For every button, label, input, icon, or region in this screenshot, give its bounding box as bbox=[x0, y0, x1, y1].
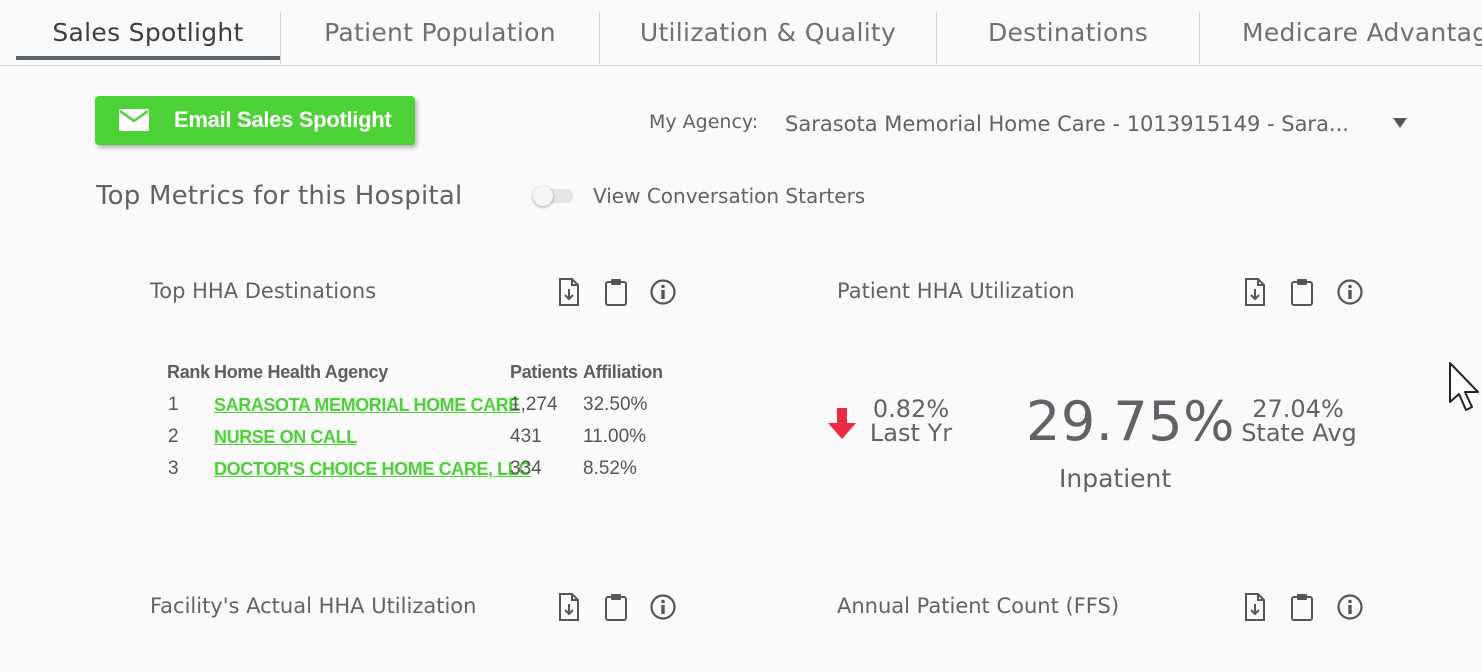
download-icon[interactable] bbox=[1242, 278, 1268, 306]
inpatient-value: 29.75% bbox=[1026, 390, 1235, 453]
tab-bar: Sales Spotlight Patient Population Utili… bbox=[0, 0, 1482, 66]
my-agency-label: My Agency: bbox=[649, 111, 759, 133]
facility-hha-title: Facility's Actual HHA Utilization bbox=[150, 594, 477, 618]
mouse-cursor-icon bbox=[1449, 362, 1479, 411]
clipboard-icon[interactable] bbox=[1289, 593, 1315, 621]
agency-select[interactable]: Sarasota Memorial Home Care - 1013915149… bbox=[785, 110, 1410, 140]
table-cell-patients: 334 bbox=[510, 458, 542, 479]
table-cell-affiliation: 8.52% bbox=[583, 458, 637, 479]
info-icon[interactable] bbox=[650, 278, 676, 306]
agency-link[interactable]: NURSE ON CALL bbox=[214, 427, 357, 447]
table-cell-patients: 1,274 bbox=[510, 394, 558, 415]
state-avg-value: 27.04% bbox=[1252, 395, 1344, 423]
tab-divider bbox=[936, 12, 937, 64]
agency-link[interactable]: SARASOTA MEMORIAL HOME CARE bbox=[214, 395, 520, 415]
download-icon[interactable] bbox=[1242, 593, 1268, 621]
state-avg-label: State Avg bbox=[1241, 419, 1357, 447]
download-icon[interactable] bbox=[556, 278, 582, 306]
agency-link[interactable]: DOCTOR'S CHOICE HOME CARE, LLC bbox=[214, 459, 531, 479]
info-icon[interactable] bbox=[1337, 278, 1363, 306]
top-hha-title: Top HHA Destinations bbox=[150, 279, 377, 303]
arrow-down-icon bbox=[828, 408, 856, 439]
table-cell-affiliation: 11.00% bbox=[583, 426, 647, 447]
tab-destinations[interactable]: Destinations bbox=[987, 17, 1149, 47]
tab-divider bbox=[280, 12, 281, 64]
col-header-agency: Home Health Agency bbox=[214, 362, 388, 382]
table-cell-rank: 2 bbox=[168, 426, 179, 447]
clipboard-icon[interactable] bbox=[603, 593, 629, 621]
last-year-label: Last Yr bbox=[869, 419, 953, 447]
tab-sales-spotlight[interactable]: Sales Spotlight bbox=[16, 0, 280, 60]
table-cell-rank: 3 bbox=[168, 458, 179, 479]
tab-medicare-advantage[interactable]: Medicare Advantag bbox=[1242, 17, 1482, 47]
col-header-patients: Patients bbox=[510, 362, 578, 382]
last-year-change-value: 0.82% bbox=[872, 395, 950, 423]
section-title: Top Metrics for this Hospital bbox=[96, 181, 463, 211]
envelope-icon bbox=[119, 109, 149, 131]
tab-patient-population[interactable]: Patient Population bbox=[324, 17, 556, 47]
table-cell-rank: 1 bbox=[168, 394, 179, 415]
facility-hha-actions bbox=[556, 593, 680, 621]
toggle-knob bbox=[533, 186, 553, 206]
tab-utilization-quality[interactable]: Utilization & Quality bbox=[639, 17, 897, 47]
col-header-rank: Rank bbox=[167, 362, 210, 382]
agency-select-value: Sarasota Memorial Home Care - 1013915149… bbox=[785, 112, 1349, 136]
annual-count-title: Annual Patient Count (FFS) bbox=[837, 594, 1120, 618]
chevron-down-icon bbox=[1393, 118, 1407, 128]
clipboard-icon[interactable] bbox=[603, 278, 629, 306]
download-icon[interactable] bbox=[556, 593, 582, 621]
tab-divider bbox=[599, 12, 600, 64]
toggle-label: View Conversation Starters bbox=[593, 184, 866, 208]
patient-hha-actions bbox=[1242, 278, 1366, 306]
info-icon[interactable] bbox=[650, 593, 676, 621]
table-cell-affiliation: 32.50% bbox=[583, 394, 648, 415]
email-sales-spotlight-button[interactable]: Email Sales Spotlight bbox=[95, 96, 415, 145]
inpatient-label: Inpatient bbox=[1059, 464, 1172, 493]
patient-hha-title: Patient HHA Utilization bbox=[837, 279, 1075, 303]
conversation-starters-toggle[interactable] bbox=[533, 186, 573, 206]
info-icon[interactable] bbox=[1337, 593, 1363, 621]
top-hha-actions bbox=[556, 278, 680, 306]
table-cell-patients: 431 bbox=[510, 426, 542, 447]
email-button-label: Email Sales Spotlight bbox=[174, 107, 392, 132]
tab-divider bbox=[1199, 12, 1200, 64]
col-header-affiliation: Affiliation bbox=[583, 362, 663, 382]
annual-count-actions bbox=[1242, 593, 1366, 621]
clipboard-icon[interactable] bbox=[1289, 278, 1315, 306]
